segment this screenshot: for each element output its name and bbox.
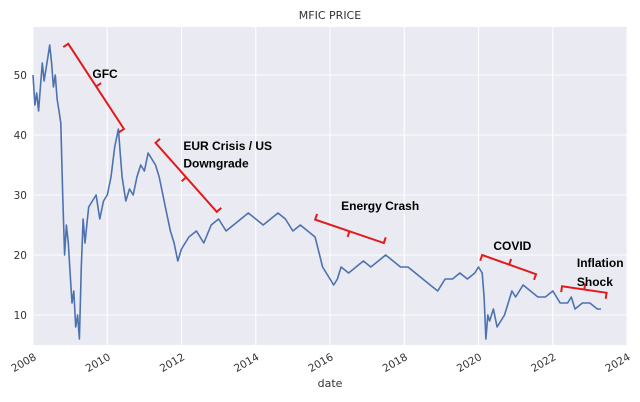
chart-title: MFIC PRICE [299,9,361,22]
y-tick-label: 50 [14,70,27,82]
x-tick-label: 2024 [603,351,632,375]
x-axis-title: date [318,377,343,390]
annotation-eur-crisis-line2: Downgrade [183,156,249,170]
x-tick-label: 2020 [455,351,484,375]
y-tick-label: 10 [14,310,27,322]
bracket-energy-crash [313,213,387,245]
x-tick-label: 2016 [306,351,335,375]
price-series-line [32,44,601,340]
bracket-eur-crisis [154,138,222,214]
x-tick-label: 2010 [84,351,113,375]
x-tick-labels: 2008 2010 2012 2014 2016 2018 2020 2022 … [9,351,632,375]
annotation-eur-crisis-line1: EUR Crisis / US [183,139,272,153]
y-tick-label: 40 [14,130,27,142]
annotation-inflation-line2: Shock [577,275,613,289]
bracket-gfc [62,42,126,134]
y-tick-label: 20 [14,250,27,262]
x-tick-label: 2012 [158,351,187,375]
x-tick-label: 2014 [232,351,261,375]
y-tick-labels: 10 20 30 40 50 [14,70,27,322]
bracket-covid [479,253,538,281]
event-brackets [62,42,608,299]
annotation-energy-crash: Energy Crash [341,199,419,213]
annotation-inflation-line1: Inflation [577,256,624,270]
x-tick-label: 2008 [9,351,38,375]
grid-lines [32,27,628,345]
annotation-gfc: GFC [92,67,118,81]
x-tick-label: 2022 [529,351,558,375]
bracket-inflation-shock [560,283,608,299]
annotation-covid: COVID [493,239,531,253]
y-tick-label: 30 [14,190,27,202]
x-tick-label: 2018 [381,351,410,375]
event-annotations: GFC EUR Crisis / US Downgrade Energy Cra… [92,67,623,289]
